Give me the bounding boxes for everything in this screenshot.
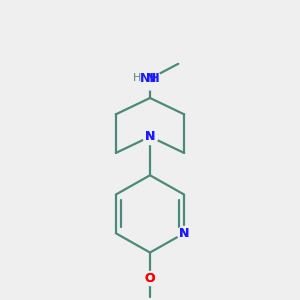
Text: N: N bbox=[179, 227, 189, 240]
Text: O: O bbox=[145, 272, 155, 285]
Text: H: H bbox=[133, 73, 142, 83]
Text: N: N bbox=[145, 130, 155, 143]
Text: NH: NH bbox=[140, 72, 160, 85]
Text: N: N bbox=[145, 130, 155, 143]
Text: O: O bbox=[145, 272, 155, 285]
Text: N: N bbox=[146, 72, 157, 85]
Text: N: N bbox=[179, 227, 189, 240]
